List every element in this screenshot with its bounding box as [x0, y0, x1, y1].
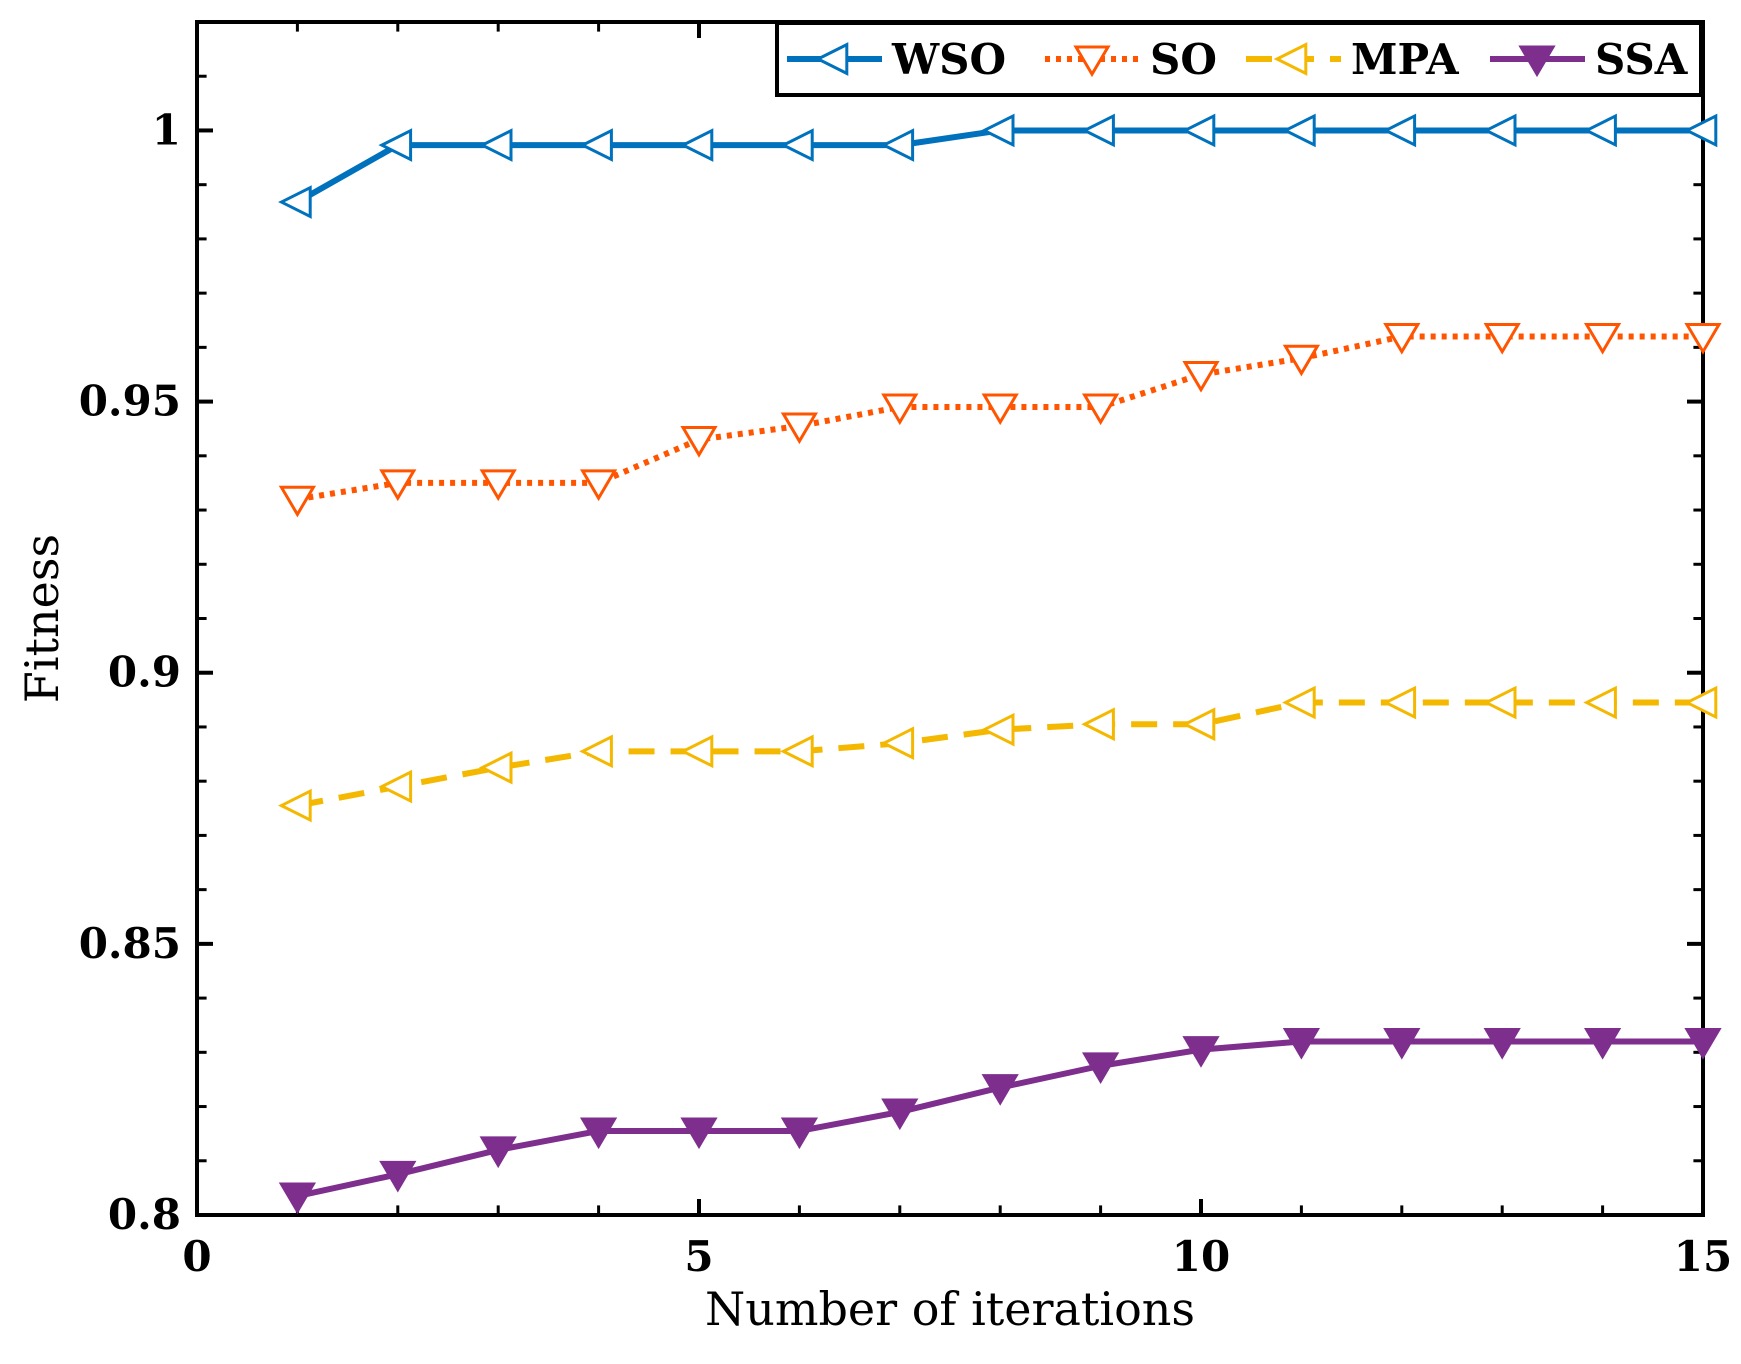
plot-area — [195, 20, 1705, 1217]
data-point-ssa — [579, 1117, 618, 1150]
data-point-mpa — [579, 734, 613, 769]
y-tick-label: 1 — [152, 105, 181, 154]
data-point-so — [1081, 393, 1120, 426]
legend-label-ssa: SSA — [1595, 35, 1689, 84]
data-point-wso — [478, 128, 513, 162]
x-axis-label: Number of iterations — [705, 1282, 1195, 1336]
data-point-wso — [278, 185, 312, 219]
data-point-so — [1383, 323, 1421, 355]
data-point-so — [379, 469, 417, 502]
data-point-mpa — [1382, 685, 1417, 720]
data-point-ssa — [479, 1136, 517, 1169]
data-point-ssa — [1081, 1052, 1120, 1085]
data-point-wso — [1583, 113, 1617, 148]
data-point-so — [780, 412, 819, 445]
data-point-mpa — [679, 734, 714, 769]
data-point-ssa — [1583, 1027, 1622, 1060]
data-point-ssa — [379, 1160, 417, 1193]
data-point-so — [680, 426, 718, 458]
series-wso — [278, 113, 1718, 219]
x-tick-label: 0 — [182, 1232, 211, 1281]
data-point-wso — [880, 128, 915, 162]
legend-marker-mpa — [1273, 42, 1308, 76]
series-so — [278, 323, 1722, 518]
data-point-mpa — [478, 750, 513, 785]
data-point-so — [479, 469, 517, 502]
series-ssa — [278, 1027, 1722, 1215]
data-point-mpa — [278, 788, 312, 823]
data-point-so — [1483, 323, 1521, 355]
data-point-so — [579, 469, 618, 502]
legend-label-mpa: MPA — [1351, 35, 1460, 84]
data-point-mpa — [780, 734, 814, 769]
data-point-wso — [1382, 113, 1417, 148]
plot-frame — [195, 20, 1705, 1217]
data-point-ssa — [278, 1182, 317, 1215]
data-point-wso — [1282, 113, 1316, 148]
data-point-wso — [378, 128, 413, 162]
legend-entry-so: SO — [1045, 35, 1217, 84]
data-point-so — [278, 485, 317, 518]
legend-marker-ssa — [1518, 45, 1556, 78]
data-point-so — [1583, 323, 1622, 355]
data-point-ssa — [680, 1117, 718, 1150]
data-point-ssa — [881, 1098, 919, 1131]
series-line-mpa — [296, 699, 1703, 809]
data-point-ssa — [981, 1074, 1019, 1106]
data-point-wso — [1181, 113, 1216, 148]
data-point-wso — [1081, 113, 1115, 148]
data-point-mpa — [980, 712, 1015, 747]
y-tick-label: 0.8 — [108, 1190, 181, 1239]
y-tick-label: 0.95 — [79, 377, 181, 426]
data-point-ssa — [1684, 1027, 1722, 1060]
series-mpa — [278, 685, 1718, 823]
data-point-ssa — [1483, 1027, 1521, 1060]
data-point-wso — [1683, 113, 1718, 148]
y-tick-label: 0.9 — [108, 648, 181, 697]
data-point-ssa — [1182, 1036, 1220, 1068]
data-point-wso — [980, 113, 1015, 148]
data-point-mpa — [880, 726, 915, 761]
data-point-so — [1684, 323, 1722, 355]
data-point-mpa — [1683, 685, 1718, 720]
legend-marker-so — [1073, 45, 1111, 78]
data-point-so — [881, 393, 919, 426]
legend-entry-mpa: MPA — [1246, 35, 1460, 84]
data-point-wso — [579, 128, 613, 162]
series-layer — [278, 113, 1722, 1215]
data-point-mpa — [378, 769, 413, 804]
data-point-so — [1282, 344, 1321, 377]
data-point-mpa — [1482, 685, 1517, 720]
data-point-wso — [679, 128, 714, 162]
data-point-ssa — [1383, 1027, 1421, 1060]
legend-label-wso: WSO — [891, 35, 1006, 84]
data-point-mpa — [1282, 685, 1316, 720]
data-point-wso — [1482, 113, 1517, 148]
data-point-wso — [780, 128, 814, 162]
data-point-ssa — [1282, 1027, 1321, 1060]
y-axis-label: Fitness — [15, 534, 69, 703]
data-point-so — [1182, 360, 1220, 393]
axis-labels: Number of iterations Fitness — [15, 534, 1195, 1336]
x-tick-label: 15 — [1674, 1232, 1732, 1281]
legend-label-so: SO — [1150, 35, 1217, 84]
legend-entry-wso: WSO — [787, 35, 1006, 84]
legend-entry-ssa: SSA — [1490, 35, 1689, 84]
data-point-mpa — [1583, 685, 1617, 720]
x-tick-label: 5 — [684, 1232, 713, 1281]
y-tick-label: 0.85 — [79, 919, 181, 968]
x-tick-label: 10 — [1172, 1232, 1230, 1281]
data-point-mpa — [1181, 707, 1216, 742]
data-point-mpa — [1081, 707, 1115, 742]
legend-marker-wso — [814, 42, 849, 76]
data-point-ssa — [780, 1117, 819, 1150]
data-point-so — [981, 393, 1019, 426]
legend: WSO SO MPA SSA — [775, 21, 1703, 97]
